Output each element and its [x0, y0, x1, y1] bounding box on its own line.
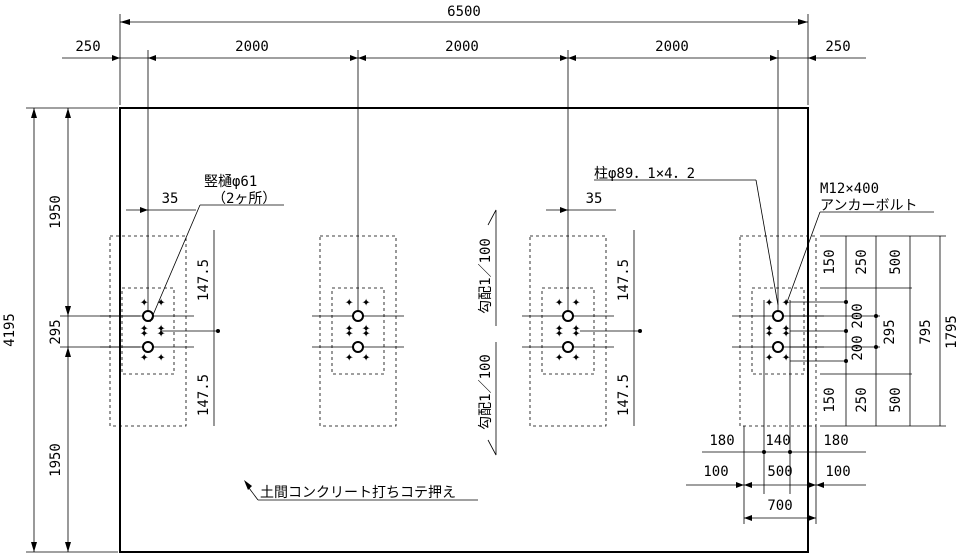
dim-up-147-left: 147.5	[196, 259, 212, 301]
svg-text:✦ ✦: ✦ ✦	[765, 325, 791, 341]
slab-outline	[119, 107, 809, 553]
offset-35-dims	[126, 207, 616, 213]
dim-edge-left: 250	[75, 39, 100, 55]
dim-edge-right: 250	[825, 39, 850, 55]
svg-text:✦ ✦: ✦ ✦	[140, 294, 166, 310]
dim-left-mid: 295	[48, 319, 64, 344]
svg-text:✦ ✦: ✦ ✦	[765, 320, 791, 336]
footing-4: ✦ ✦ ✦ ✦ ✦ ✦ ✦ ✦	[732, 235, 824, 427]
label-floor-finish: 土間コンクリート打ちコテ押え	[260, 484, 456, 501]
dim-down-147-left: 147.5	[196, 374, 212, 416]
top-dimensions	[62, 14, 866, 310]
svg-text:✦ ✦: ✦ ✦	[345, 320, 371, 336]
column-circle	[772, 310, 784, 322]
dim-b-100-left: 100	[703, 464, 728, 480]
dim-r-150-top: 150	[822, 249, 838, 274]
label-slope-upper: 勾配1／100	[478, 238, 494, 314]
svg-text:✦ ✦: ✦ ✦	[765, 349, 791, 365]
svg-text:✦ ✦: ✦ ✦	[140, 320, 166, 336]
dim-r-200-bottom: 200	[850, 335, 866, 360]
footing-2: ✦ ✦ ✦ ✦ ✦ ✦ ✦ ✦	[312, 235, 404, 427]
svg-text:✦ ✦: ✦ ✦	[345, 325, 371, 341]
label-column: 柱φ89．1×4．2	[594, 166, 695, 182]
column-circle	[142, 341, 154, 353]
leaders	[149, 179, 934, 501]
label-anchor-name: アンカーボルト	[820, 198, 917, 214]
dim-left-top: 1950	[48, 195, 64, 229]
dim-r-150-bottom: 150	[822, 387, 838, 412]
dim-b-100-right: 100	[825, 464, 850, 480]
footing-1: ✦ ✦ ✦ ✦ ✦ ✦ ✦ ✦	[100, 235, 194, 427]
dim-r-250-bottom: 250	[854, 387, 870, 412]
svg-text:✦ ✦: ✦ ✦	[555, 325, 581, 341]
dim-left-bottom: 1950	[48, 443, 64, 477]
column-circle	[562, 341, 574, 353]
dim-b-140: 140	[765, 433, 790, 449]
dim-b-180-left: 180	[709, 433, 734, 449]
label-downspout-count: （2ヶ所）	[212, 191, 276, 207]
svg-text:✦ ✦: ✦ ✦	[345, 294, 371, 310]
dim-up-147-right: 147.5	[616, 259, 632, 301]
dim-span-3: 2000	[655, 39, 689, 55]
column-circle	[352, 310, 364, 322]
svg-text:✦ ✦: ✦ ✦	[140, 325, 166, 341]
dim-offset-35-right: 35	[586, 191, 603, 207]
dim-offset-35-left: 35	[162, 191, 179, 207]
column-circle	[562, 310, 574, 322]
dim-r-250-top: 250	[854, 249, 870, 274]
dim-b-180-right: 180	[823, 433, 848, 449]
dim-b-500: 500	[767, 464, 792, 480]
dim-r-295: 295	[882, 319, 898, 344]
svg-text:✦ ✦: ✦ ✦	[140, 349, 166, 365]
left-dimensions	[26, 107, 140, 553]
dim-r-200-top: 200	[850, 303, 866, 328]
dim-span-2: 2000	[445, 39, 479, 55]
svg-text:✦ ✦: ✦ ✦	[345, 349, 371, 365]
svg-text:✦ ✦: ✦ ✦	[555, 349, 581, 365]
dim-total-height: 4195	[2, 313, 18, 347]
column-circle	[772, 341, 784, 353]
column-circle	[352, 341, 364, 353]
right-dimensions	[790, 235, 946, 427]
label-slope-lower: 勾配1／100	[478, 354, 494, 430]
svg-text:✦ ✦: ✦ ✦	[555, 320, 581, 336]
dim-r-795: 795	[918, 319, 934, 344]
dim-down-147-right: 147.5	[616, 374, 632, 416]
dim-b-700: 700	[767, 498, 792, 514]
bottom-right-dimensions	[686, 300, 866, 524]
dim-r-1795: 1795	[944, 315, 960, 349]
dim-total-width: 6500	[447, 4, 481, 20]
column-circle	[142, 310, 154, 322]
label-downspout: 竪樋φ61	[204, 174, 257, 190]
dim-span-1: 2000	[235, 39, 269, 55]
svg-text:✦ ✦: ✦ ✦	[765, 294, 791, 310]
annotations: 竪樋φ61 （2ヶ所） 柱φ89．1×4．2 M12×400 アンカーボルト 土…	[204, 166, 917, 501]
dim-r-500-top: 500	[888, 249, 904, 274]
label-anchor-size: M12×400	[820, 181, 879, 197]
offset-147-dims	[160, 230, 642, 426]
svg-text:✦ ✦: ✦ ✦	[555, 294, 581, 310]
dim-r-500-bottom: 500	[888, 387, 904, 412]
